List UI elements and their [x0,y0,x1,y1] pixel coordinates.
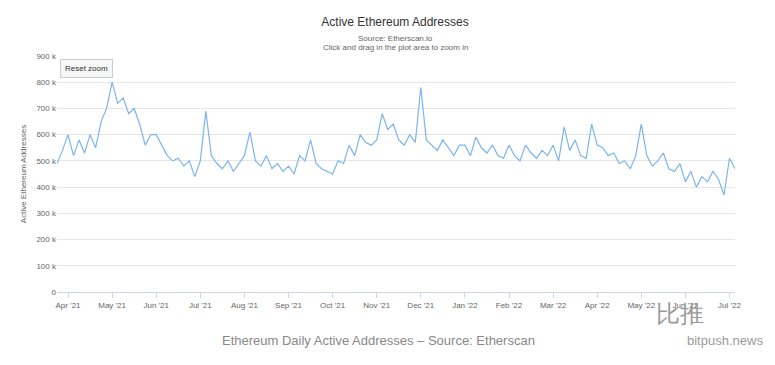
svg-text:Aug '21: Aug '21 [231,301,258,310]
svg-text:May '21: May '21 [98,301,126,310]
svg-text:Jun '21: Jun '21 [143,301,169,310]
svg-text:Nov '21: Nov '21 [363,301,390,310]
svg-text:Feb '22: Feb '22 [496,301,523,310]
svg-text:800 k: 800 k [36,78,57,87]
svg-text:200 k: 200 k [36,235,57,244]
svg-text:500 k: 500 k [36,157,57,166]
svg-text:Jun '22: Jun '22 [673,301,699,310]
svg-text:Sep '21: Sep '21 [275,301,302,310]
svg-text:900 k: 900 k [36,52,57,61]
svg-text:Source: Etherscan.io: Source: Etherscan.io [358,34,433,43]
svg-text:Oct '21: Oct '21 [320,301,346,310]
svg-text:Jul '22: Jul '22 [718,301,741,310]
svg-text:Reset zoom: Reset zoom [65,64,108,73]
svg-text:Click and drag in the plot are: Click and drag in the plot area to zoom … [323,43,468,52]
svg-text:Apr '22: Apr '22 [585,301,611,310]
svg-text:Dec '21: Dec '21 [407,301,434,310]
svg-text:600 k: 600 k [36,130,57,139]
svg-text:Active Ethereum Addresses: Active Ethereum Addresses [321,15,468,29]
svg-text:100 k: 100 k [36,262,57,271]
svg-text:Jan '22: Jan '22 [452,301,478,310]
svg-text:比推: 比推 [656,300,704,327]
svg-text:Ethereum Daily Active Addresse: Ethereum Daily Active Addresses – Source… [222,333,535,348]
svg-text:May '22: May '22 [627,301,655,310]
svg-text:0: 0 [52,288,57,297]
svg-text:700 k: 700 k [36,104,57,113]
svg-text:Apr '21: Apr '21 [55,301,81,310]
svg-text:Mar '22: Mar '22 [540,301,567,310]
svg-text:bitpush.news: bitpush.news [687,333,763,348]
svg-text:400 k: 400 k [36,183,57,192]
svg-text:Jul '21: Jul '21 [189,301,212,310]
svg-text:300 k: 300 k [36,209,57,218]
svg-text:Active Ethereum Addresses: Active Ethereum Addresses [19,125,28,223]
